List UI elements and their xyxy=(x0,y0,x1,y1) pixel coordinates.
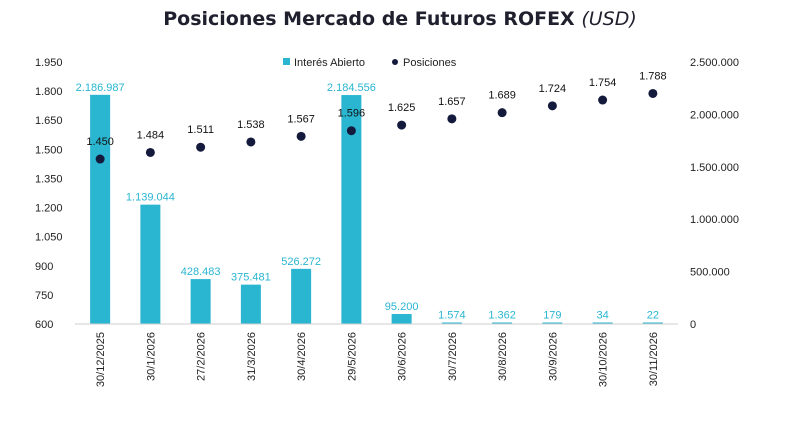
x-tick-label: 31/3/2026 xyxy=(246,332,258,381)
legend: Interés Abierto Posiciones xyxy=(283,57,457,69)
chart-title-unit: (USD) xyxy=(581,8,637,30)
x-tick-label: 30/7/2026 xyxy=(447,332,459,381)
bar xyxy=(642,322,663,324)
bar-data-label: 179 xyxy=(543,310,561,322)
point-data-label: 1.625 xyxy=(388,102,416,114)
bar-data-label: 1.574 xyxy=(438,310,466,322)
bar-data-label: 34 xyxy=(597,310,609,322)
scatter-point xyxy=(95,154,105,164)
scatter-point xyxy=(296,131,306,141)
point-data-label: 1.596 xyxy=(338,108,366,120)
y-left-tick-label: 1.950 xyxy=(35,57,63,69)
scatter-point xyxy=(145,147,155,157)
bar xyxy=(492,322,513,324)
scatter-point xyxy=(447,114,457,124)
scatter-point xyxy=(648,88,658,98)
x-tick-label: 27/2/2026 xyxy=(196,332,208,381)
y-left-tick-label: 1.200 xyxy=(35,203,63,215)
point-data-label: 1.657 xyxy=(438,96,466,108)
y-axis-right: 0 500.000 1.000.000 1.500.000 2.000.000 2.500… xyxy=(690,57,739,331)
bar xyxy=(592,322,613,324)
y-left-tick-label: 1.500 xyxy=(35,144,63,156)
point-data-label: 1.754 xyxy=(589,77,617,89)
scatter-point xyxy=(497,108,507,118)
point-data-label: 1.788 xyxy=(639,70,667,82)
bar-data-label: 526.272 xyxy=(281,256,321,268)
y-left-tick-label: 1.050 xyxy=(35,232,63,244)
scatter-point xyxy=(397,120,407,130)
y-left-tick-label: 750 xyxy=(35,290,53,302)
bar-data-label: 2.184.556 xyxy=(327,82,376,94)
point-data-label: 1.484 xyxy=(137,129,165,141)
x-tick-label: 30/11/2026 xyxy=(648,332,660,386)
x-tick-label: 30/1/2026 xyxy=(145,332,157,381)
point-data-label: 1.538 xyxy=(237,119,265,131)
bar-data-label: 375.481 xyxy=(231,272,271,284)
y-right-tick-label: 1.000.000 xyxy=(690,214,739,226)
bar-data-label: 428.483 xyxy=(181,266,221,278)
bar xyxy=(341,95,362,324)
scatter-point xyxy=(246,137,256,147)
y-left-tick-label: 1.800 xyxy=(35,86,63,98)
y-left-tick-label: 1.650 xyxy=(35,115,63,127)
bar-series: 2.186.987 1.139.044 428.483 375.481 526.272 2… xyxy=(76,82,663,324)
legend-swatch-posiciones xyxy=(392,59,398,65)
point-data-label: 1.511 xyxy=(187,124,214,136)
bar xyxy=(542,322,563,324)
bar-data-label: 1.139.044 xyxy=(126,192,175,204)
x-tick-label: 30/6/2026 xyxy=(397,332,409,381)
bar xyxy=(190,279,211,324)
legend-swatch-interes-abierto xyxy=(283,58,290,65)
chart-title-text: Posiciones Mercado de Futuros ROFEX xyxy=(163,8,575,30)
bar-data-label: 95.200 xyxy=(385,301,419,313)
x-axis: 30/12/2025 30/1/2026 27/2/2026 31/3/2026 30/… xyxy=(95,332,660,387)
x-tick-label: 29/5/2026 xyxy=(346,332,358,381)
legend-label-posiciones: Posiciones xyxy=(403,57,457,69)
y-axis-left: 600 750 900 1.050 1.200 1.350 1.500 1.650 1.800 1… xyxy=(35,57,63,331)
point-data-label: 1.724 xyxy=(539,83,567,95)
x-tick-label: 30/4/2026 xyxy=(296,332,308,381)
bar-data-label: 22 xyxy=(647,310,659,322)
bar xyxy=(441,322,462,324)
point-data-label: 1.450 xyxy=(86,136,114,148)
bar xyxy=(90,94,111,324)
scatter-point xyxy=(547,101,557,111)
point-data-label: 1.567 xyxy=(287,113,315,125)
legend-label-interes-abierto: Interés Abierto xyxy=(294,57,365,69)
bar xyxy=(291,268,312,324)
scatter-point xyxy=(346,126,356,136)
bar xyxy=(240,284,261,324)
x-tick-label: 30/8/2026 xyxy=(497,332,509,381)
bar-data-label: 2.186.987 xyxy=(76,82,125,94)
y-left-tick-label: 1.350 xyxy=(35,173,63,185)
scatter-series: 1.450 1.484 1.511 1.538 1.567 1.596 1.625 1.657… xyxy=(86,70,667,164)
y-right-tick-label: 2.000.000 xyxy=(690,109,739,121)
y-right-tick-label: 1.500.000 xyxy=(690,162,739,174)
bar-data-label: 1.362 xyxy=(488,310,516,322)
bar xyxy=(391,314,412,324)
chart-title: Posiciones Mercado de Futuros ROFEX (USD… xyxy=(0,8,800,30)
scatter-point xyxy=(196,142,206,152)
y-left-tick-label: 900 xyxy=(35,261,53,273)
y-left-tick-label: 600 xyxy=(35,319,53,331)
bar xyxy=(140,204,161,324)
scatter-point xyxy=(598,95,608,105)
x-tick-label: 30/12/2025 xyxy=(95,332,107,387)
x-tick-label: 30/10/2026 xyxy=(598,332,610,387)
y-right-tick-label: 500.000 xyxy=(690,267,730,279)
x-tick-label: 30/9/2026 xyxy=(547,332,559,381)
point-data-label: 1.689 xyxy=(488,90,516,102)
y-right-tick-label: 0 xyxy=(690,319,696,331)
y-right-tick-label: 2.500.000 xyxy=(690,57,739,69)
